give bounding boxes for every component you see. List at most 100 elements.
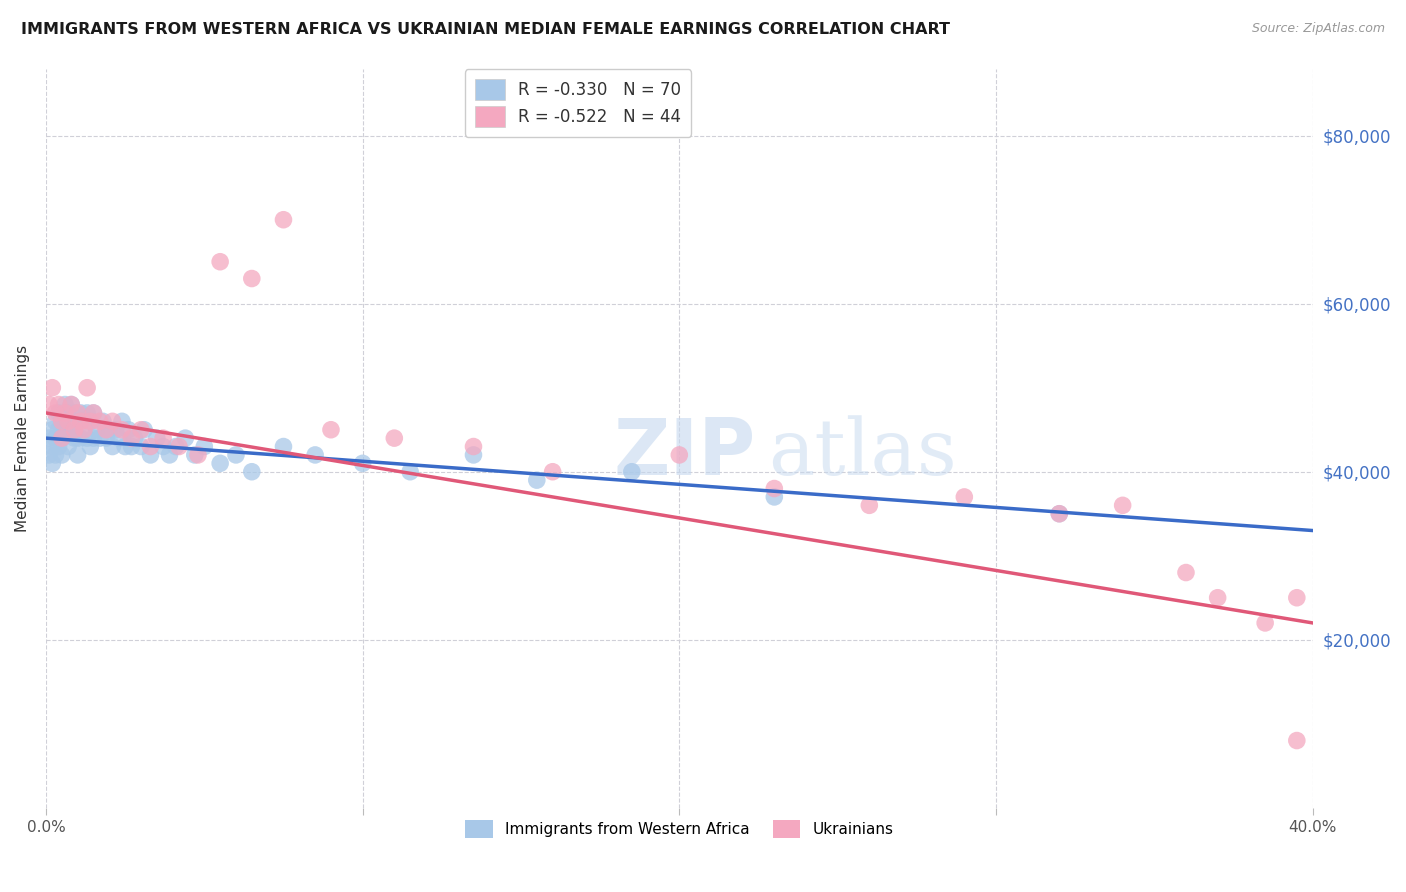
Point	[953, 490, 976, 504]
Point	[91, 414, 114, 428]
Point	[94, 431, 117, 445]
Point	[60, 398, 83, 412]
Point	[53, 398, 76, 412]
Point	[53, 423, 76, 437]
Point	[463, 440, 485, 454]
Point	[352, 456, 374, 470]
Point	[66, 406, 89, 420]
Point	[48, 423, 70, 437]
Point	[51, 414, 73, 428]
Point	[111, 414, 134, 428]
Point	[66, 414, 89, 428]
Point	[225, 448, 247, 462]
Point	[48, 398, 70, 412]
Point	[38, 398, 60, 412]
Point	[763, 482, 786, 496]
Point	[101, 414, 124, 428]
Point	[209, 254, 232, 268]
Point	[134, 423, 156, 437]
Point	[858, 499, 880, 513]
Point	[152, 431, 174, 445]
Point	[139, 448, 162, 462]
Point	[463, 448, 485, 462]
Point	[121, 431, 143, 445]
Legend: Immigrants from Western Africa, Ukrainians: Immigrants from Western Africa, Ukrainia…	[460, 814, 900, 845]
Point	[66, 448, 89, 462]
Point	[111, 423, 134, 437]
Point	[1206, 591, 1229, 605]
Point	[48, 406, 70, 420]
Point	[763, 490, 786, 504]
Point	[51, 414, 73, 428]
Point	[1175, 566, 1198, 580]
Point	[79, 414, 101, 428]
Point	[38, 448, 60, 462]
Text: ZIP: ZIP	[613, 415, 755, 491]
Point	[79, 440, 101, 454]
Point	[94, 423, 117, 437]
Point	[41, 423, 63, 437]
Point	[668, 448, 690, 462]
Point	[121, 440, 143, 454]
Text: Source: ZipAtlas.com: Source: ZipAtlas.com	[1251, 22, 1385, 36]
Point	[146, 431, 169, 445]
Point	[152, 440, 174, 454]
Point	[193, 440, 215, 454]
Point	[273, 212, 295, 227]
Point	[73, 414, 96, 428]
Point	[76, 431, 98, 445]
Point	[114, 440, 136, 454]
Point	[98, 423, 121, 437]
Point	[319, 423, 342, 437]
Point	[89, 431, 111, 445]
Point	[117, 423, 139, 437]
Point	[41, 440, 63, 454]
Point	[63, 431, 86, 445]
Point	[79, 414, 101, 428]
Point	[89, 414, 111, 428]
Point	[66, 431, 89, 445]
Point	[60, 423, 83, 437]
Point	[53, 406, 76, 420]
Point	[399, 465, 422, 479]
Point	[51, 431, 73, 445]
Point	[41, 381, 63, 395]
Point	[76, 406, 98, 420]
Point	[44, 431, 66, 445]
Point	[56, 414, 79, 428]
Point	[69, 406, 91, 420]
Text: IMMIGRANTS FROM WESTERN AFRICA VS UKRAINIAN MEDIAN FEMALE EARNINGS CORRELATION C: IMMIGRANTS FROM WESTERN AFRICA VS UKRAIN…	[21, 22, 950, 37]
Point	[209, 456, 232, 470]
Point	[184, 448, 207, 462]
Point	[48, 440, 70, 454]
Point	[129, 423, 152, 437]
Point	[129, 440, 152, 454]
Point	[1285, 591, 1308, 605]
Point	[1047, 507, 1070, 521]
Point	[187, 448, 209, 462]
Point	[73, 423, 96, 437]
Point	[63, 406, 86, 420]
Point	[51, 431, 73, 445]
Point	[56, 406, 79, 420]
Point	[51, 448, 73, 462]
Point	[165, 440, 187, 454]
Point	[240, 465, 263, 479]
Point	[56, 440, 79, 454]
Point	[167, 440, 190, 454]
Point	[38, 431, 60, 445]
Point	[101, 440, 124, 454]
Point	[620, 465, 643, 479]
Point	[56, 423, 79, 437]
Point	[82, 406, 104, 420]
Point	[82, 431, 104, 445]
Point	[174, 431, 197, 445]
Point	[69, 414, 91, 428]
Point	[304, 448, 326, 462]
Point	[107, 431, 129, 445]
Point	[273, 440, 295, 454]
Point	[1254, 615, 1277, 630]
Point	[44, 406, 66, 420]
Point	[82, 406, 104, 420]
Point	[240, 271, 263, 285]
